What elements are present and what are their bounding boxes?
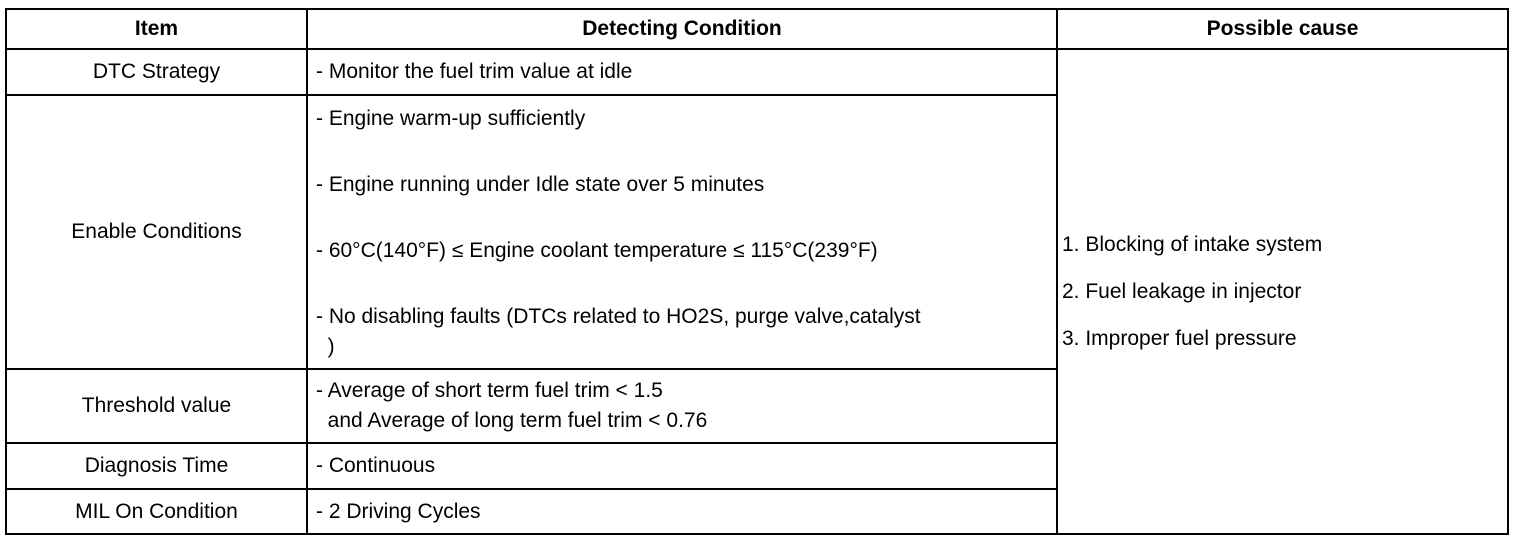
condition-text: - Average of short term fuel trim < 1.5 xyxy=(316,379,663,402)
header-item: Item xyxy=(5,8,308,50)
cause-item: 3. Improper fuel pressure xyxy=(1062,326,1297,350)
cause-item: 1. Blocking of intake system xyxy=(1062,232,1323,256)
condition-cell: - 2 Driving Cycles xyxy=(306,488,1058,535)
condition-cell: - Engine warm-up sufficiently - Engine r… xyxy=(306,94,1058,370)
condition-text: - Continuous xyxy=(316,454,436,477)
table-row: Diagnosis Time - Continuous xyxy=(5,442,1508,490)
condition-text: - No disabling faults (DTCs related to H… xyxy=(316,305,921,328)
condition-text: - Engine running under Idle state over 5… xyxy=(316,173,765,196)
dtc-table: Item Detecting Condition Possible cause … xyxy=(5,8,1509,535)
table-row: DTC Strategy - Monitor the fuel trim val… xyxy=(5,48,1509,535)
condition-text: and Average of long term fuel trim < 0.7… xyxy=(316,409,708,432)
condition-cell: - Continuous xyxy=(306,442,1058,490)
table-row: Threshold value - Average of short term … xyxy=(5,368,1508,444)
possible-cause-cell: 1. Blocking of intake system 2. Fuel lea… xyxy=(1056,48,1509,535)
header-row: Item Detecting Condition Possible cause xyxy=(5,8,1509,50)
header-detecting-condition: Detecting Condition xyxy=(306,8,1058,50)
item-cell: Threshold value xyxy=(5,368,308,444)
item-cell: Enable Conditions xyxy=(5,94,308,370)
condition-text: - Monitor the fuel trim value at idle xyxy=(316,60,633,83)
header-possible-cause: Possible cause xyxy=(1056,8,1509,50)
condition-cell: - Monitor the fuel trim value at idle xyxy=(306,48,1058,96)
condition-text: ) xyxy=(316,335,335,358)
condition-text: - 2 Driving Cycles xyxy=(316,499,481,523)
item-cell: MIL On Condition xyxy=(5,488,308,535)
cause-item: 2. Fuel leakage in injector xyxy=(1062,279,1302,303)
item-cell: DTC Strategy xyxy=(5,48,308,96)
condition-text: - 60°C(140°F) ≤ Engine coolant temperatu… xyxy=(316,239,878,262)
condition-text: - Engine warm-up sufficiently xyxy=(316,107,586,130)
condition-cell: - Average of short term fuel trim < 1.5 … xyxy=(306,368,1058,444)
item-cell: Diagnosis Time xyxy=(5,442,308,490)
table-row: Enable Conditions - Engine warm-up suffi… xyxy=(5,94,1508,370)
table-row: MIL On Condition - 2 Driving Cycles xyxy=(5,488,1508,535)
